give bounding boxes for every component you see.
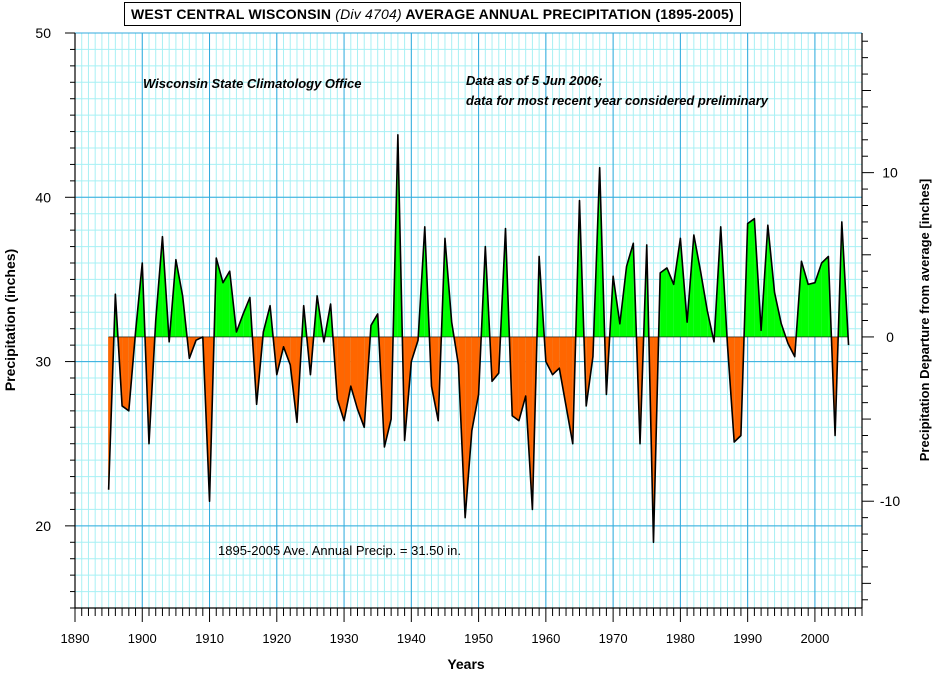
departure-area-segment (700, 271, 708, 337)
x-tick-label: 1910 (195, 631, 224, 646)
title-part-division: (Div 4704) (335, 6, 402, 22)
departure-area-segment (673, 238, 681, 337)
x-axis-ticks: 1890 1900 1910 1920 1930 1940 1950 1960 1970 1980… (61, 608, 863, 646)
departure-area-segment (512, 336, 519, 421)
departure-area-segment (626, 243, 634, 337)
departure-area-segment (431, 336, 439, 421)
data-note-line1: Data as of 5 Jun 2006; (466, 73, 603, 88)
x-tick-label: 1990 (733, 631, 762, 646)
departure-area-segment (122, 336, 129, 411)
departure-area-segment (808, 282, 815, 337)
chart-title: WEST CENTRAL WISCONSIN (Div 4704) AVERAG… (124, 2, 741, 26)
departure-area-segment (525, 336, 533, 510)
y-axis-label: Precipitation (inches) (2, 249, 18, 391)
departure-area-segment (471, 336, 479, 431)
x-tick-label: 1960 (531, 631, 560, 646)
departure-area-segment (344, 336, 351, 421)
y-tick-label: 20 (35, 518, 51, 534)
departure-area-segment (814, 263, 822, 337)
departure-area-segment (370, 313, 378, 337)
departure-area-segment (660, 267, 667, 337)
departure-area-segment (290, 336, 297, 423)
title-part-subject: AVERAGE ANNUAL PRECIPITATION (1895-2005) (401, 6, 734, 22)
x-tick-label: 2000 (800, 631, 829, 646)
average-note: 1895-2005 Ave. Annual Precip. = 31.50 in… (218, 543, 461, 558)
plot-background (75, 33, 862, 608)
data-note-line2: data for most recent year considered pre… (466, 93, 768, 108)
departure-area-segment (357, 336, 365, 428)
departure-area-segment (693, 235, 701, 337)
y2-axis-label: Precipitation Departure from average [in… (917, 179, 932, 461)
departure-area-segment (175, 259, 183, 337)
precip-series (107, 134, 850, 544)
x-tick-label: 1980 (666, 631, 695, 646)
x-tick-label: 1950 (464, 631, 493, 646)
departure-area-segment (821, 256, 829, 337)
departure-area-segment (243, 297, 250, 337)
y-axis-ticks: 20 30 40 50 (35, 25, 75, 609)
x-tick-label: 1890 (61, 631, 90, 646)
y-tick-label: 30 (35, 354, 51, 370)
x-tick-label: 1940 (397, 631, 426, 646)
y-tick-label: 40 (35, 189, 51, 205)
departure-area-segment (222, 271, 230, 337)
title-part-region: WEST CENTRAL WISCONSIN (131, 6, 336, 22)
departure-area-segment (492, 336, 499, 382)
y-tick-label: 50 (35, 25, 51, 41)
y2-tick-label: -10 (880, 493, 900, 509)
departure-area-segment (337, 336, 345, 421)
x-tick-label: 1930 (330, 631, 359, 646)
x-axis-label: Years (447, 656, 485, 672)
x-tick-label: 1900 (128, 631, 157, 646)
departure-area-segment (559, 336, 567, 406)
departure-area-segment (552, 336, 560, 375)
y2-tick-label: 0 (886, 329, 894, 345)
source-note: Wisconsin State Climatology Office (143, 76, 362, 91)
departure-area-segment (545, 336, 553, 375)
y2-tick-label: 10 (882, 165, 898, 181)
departure-area-segment (384, 336, 392, 447)
x-tick-label: 1970 (599, 631, 628, 646)
precip-line (107, 134, 850, 544)
departure-area-segment (283, 336, 291, 365)
departure-area-segment (767, 225, 775, 337)
departure-area-segment (747, 218, 755, 337)
departure-area-segment (666, 267, 674, 337)
departure-area-segment (465, 336, 472, 518)
departure-area-segment (566, 336, 573, 444)
departure-area-segment (734, 336, 741, 443)
x-tick-label: 1920 (262, 631, 291, 646)
y2-axis-ticks: -10 0 10 (862, 40, 900, 601)
